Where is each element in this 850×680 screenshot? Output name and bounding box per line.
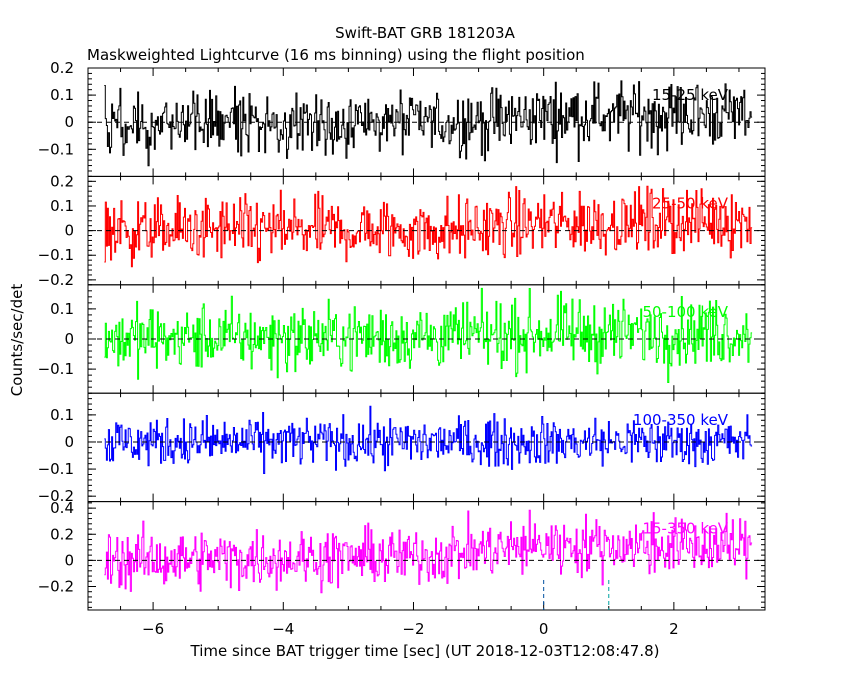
series-line-0 (104, 80, 753, 167)
y-tick-label-4-0: −0.2 (38, 577, 74, 595)
x-axis-label: Time since BAT trigger time [sec] (UT 20… (190, 642, 660, 660)
band-label-4: 15-350 keV (642, 520, 728, 538)
x-tick-label-0: −6 (142, 620, 164, 638)
y-tick-label-4-1: 0 (64, 551, 74, 569)
y-tick-label-4-3: 0.4 (50, 499, 74, 517)
y-tick-label-1-2: 0 (64, 222, 74, 240)
y-axis-label: Counts/sec/det (8, 284, 26, 397)
y-tick-label-0-2: 0.1 (50, 86, 74, 104)
band-label-3: 100-350 keV (633, 411, 729, 429)
y-tick-label-1-4: 0.2 (50, 172, 74, 190)
y-tick-label-3-1: −0.1 (38, 460, 74, 478)
y-tick-label-4-2: 0.2 (50, 525, 74, 543)
series-line-1 (104, 185, 753, 268)
panel-4: 15-350 keV −0.2 0 0.2 0.4 (38, 499, 766, 611)
band-label-0: 15-25 keV (652, 86, 729, 104)
chart-subtitle: Maskweighted Lightcurve (16 ms binning) … (87, 46, 585, 64)
y-tick-label-1-1: −0.1 (38, 246, 74, 264)
y-tick-label-3-2: 0 (64, 433, 74, 451)
x-tick-label-3: 0 (539, 620, 549, 638)
y-tick-label-3-3: 0.1 (50, 406, 74, 424)
y-tick-label-1-3: 0.1 (50, 197, 74, 215)
y-tick-label-0-0: −0.1 (38, 140, 74, 158)
panels-group: 15-25 keV −0.1 0 0.1 0.2 25-50 keV −0.2 −0.1 0 0.… (38, 59, 766, 611)
chart-title: Swift-BAT GRB 181203A (335, 24, 515, 42)
y-tick-label-2-2: 0.1 (50, 300, 74, 318)
panel-0: 15-25 keV −0.1 0 0.1 0.2 (38, 59, 766, 177)
panel-2: 50-100 keV −0.1 0 0.1 (38, 284, 766, 394)
panel-1: 25-50 keV −0.2 −0.1 0 0.1 0.2 (38, 172, 766, 289)
y-tick-label-1-0: −0.2 (38, 271, 74, 289)
x-tick-label-2: −2 (402, 620, 424, 638)
x-tick-label-4: 2 (669, 620, 679, 638)
x-axis: −6 −4 −2 0 2 (142, 580, 679, 638)
band-label-1: 25-50 keV (652, 194, 729, 212)
band-label-2: 50-100 keV (642, 303, 728, 321)
series-line-3 (104, 405, 753, 474)
y-tick-label-0-3: 0.2 (50, 59, 74, 77)
series-line-4 (104, 509, 753, 594)
y-tick-label-2-1: 0 (64, 330, 74, 348)
series-line-2 (104, 287, 753, 383)
x-tick-label-1: −4 (272, 620, 294, 638)
panel-frame-4 (87, 501, 766, 611)
y-tick-label-0-1: 0 (64, 113, 74, 131)
y-tick-label-3-0: −0.2 (38, 487, 74, 505)
y-tick-label-2-0: −0.1 (38, 360, 74, 378)
panel-3: 100-350 keV −0.2 −0.1 0 0.1 (38, 392, 766, 505)
